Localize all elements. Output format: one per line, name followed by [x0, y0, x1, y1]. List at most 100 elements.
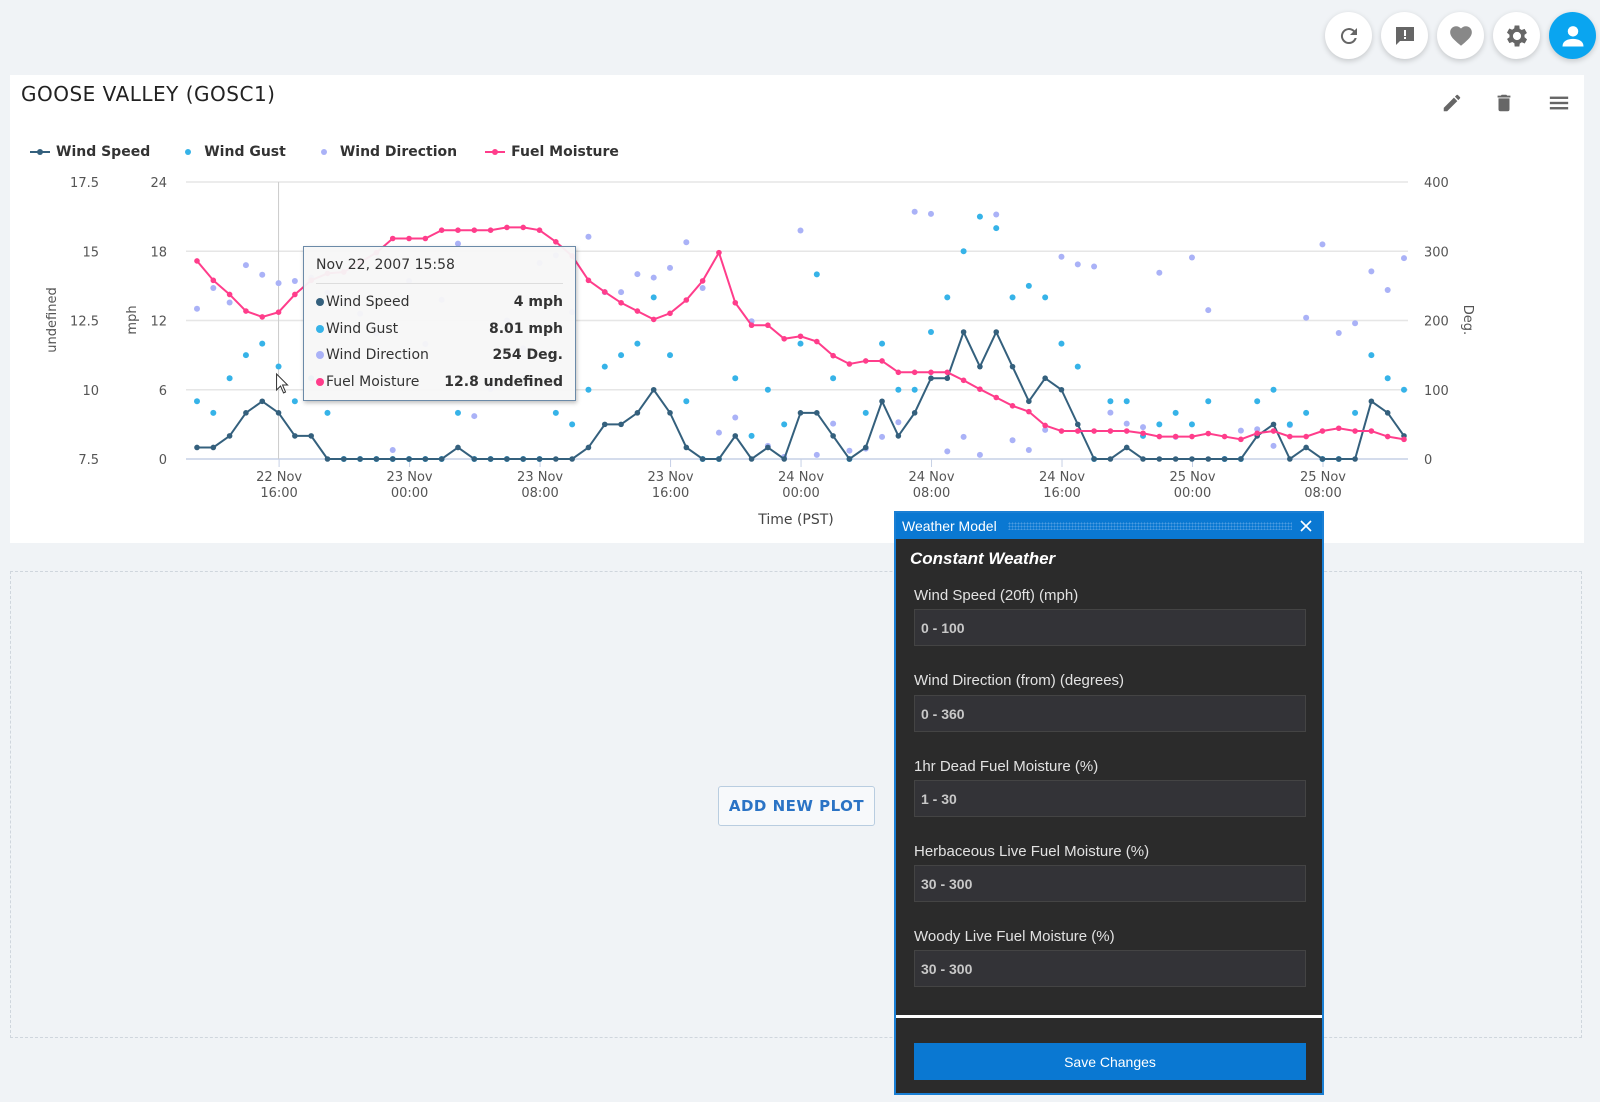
fuel-moisture-point: [634, 308, 641, 314]
field-label: Woody Live Fuel Moisture (%): [914, 928, 1115, 945]
wind-direction-point: [797, 227, 804, 234]
wind-direction-point: [1401, 255, 1407, 262]
save-changes-button[interactable]: Save Changes: [914, 1043, 1306, 1080]
user-button[interactable]: [1549, 12, 1596, 59]
line-marker-icon: [485, 149, 506, 155]
wind-gust-point: [324, 409, 331, 416]
wind-gust-point: [748, 432, 755, 439]
x-tick-date: 25 Nov: [1300, 470, 1346, 485]
undefined-tick-label: 15: [82, 245, 99, 260]
drag-grip[interactable]: [1008, 522, 1292, 530]
field-label: Herbaceous Live Fuel Moisture (%): [914, 843, 1150, 860]
wind-gust-point: [667, 352, 674, 359]
wind-speed-point: [765, 444, 771, 451]
feedback-button[interactable]: [1381, 12, 1428, 59]
settings-button[interactable]: [1493, 12, 1540, 59]
deg-axis-title: Deg.: [1460, 305, 1475, 335]
wind-gust-point: [1368, 352, 1375, 359]
x-tick-date: 24 Nov: [1039, 470, 1085, 485]
fuel-moisture-point: [601, 289, 608, 295]
wind-speed-point: [667, 410, 673, 416]
fuel-moisture-point: [716, 249, 722, 256]
wind-direction-point: [471, 413, 478, 420]
wind-direction-point: [960, 433, 967, 440]
weather-chart[interactable]: 24 17.5 400 18 15 300 12 12.5 200 6 10 100 0 7.5 0 unde…: [0, 0, 1600, 560]
delete-button[interactable]: [1491, 90, 1517, 116]
wind-speed-point: [585, 444, 592, 451]
wind-gust-point: [618, 352, 625, 359]
dot-marker-icon: [320, 149, 327, 155]
undefined-tick-label: 10: [82, 384, 99, 399]
refresh-button[interactable]: [1325, 12, 1372, 59]
feedback-icon: [1395, 26, 1414, 45]
tooltip-row: Wind Speed 4 mph: [316, 289, 563, 316]
x-axis-title: Time (PST): [757, 512, 834, 528]
wind-gust-point: [1172, 409, 1179, 416]
close-button[interactable]: [1296, 513, 1316, 539]
fuel-moisture-point: [862, 358, 869, 364]
wind-gust-point: [683, 398, 690, 405]
x-tick-date: 23 Nov: [387, 470, 433, 485]
wind-gust-point: [911, 386, 918, 393]
wind-speed-point: [438, 456, 445, 462]
wind-gust-point: [1352, 409, 1359, 416]
fuel-moisture-point: [1172, 433, 1179, 440]
gear-icon: [1506, 25, 1527, 46]
wind-direction-point: [732, 414, 739, 421]
fuel-moisture-point: [1221, 433, 1228, 440]
chart-tooltip: Nov 22, 2007 15:58 Wind Speed 4 mph Wind …: [303, 246, 576, 401]
wind-speed-point: [732, 433, 739, 439]
wind-gust-point: [895, 386, 902, 393]
legend-wind-direction[interactable]: Wind Direction: [314, 144, 457, 160]
menu-button[interactable]: [1546, 90, 1572, 116]
legend-fuel-moisture[interactable]: Fuel Moisture: [485, 144, 619, 160]
herbaceous-moisture-input[interactable]: [914, 865, 1306, 902]
fuel-moisture-point: [765, 322, 771, 329]
wind-direction-point: [927, 210, 934, 217]
dead-fuel-moisture-input[interactable]: [914, 780, 1306, 817]
legend-wind-gust[interactable]: Wind Gust: [178, 144, 286, 160]
edit-icon: [1443, 94, 1461, 112]
fuel-moisture-point: [1352, 428, 1358, 434]
wind-gust-point: [764, 386, 771, 393]
x-tick-time: 16:00: [260, 486, 297, 501]
fuel-moisture-point: [1335, 425, 1342, 432]
wind-direction-point: [667, 264, 674, 271]
wind-direction-point: [389, 446, 396, 453]
wind-speed-point: [1156, 456, 1163, 462]
legend-wind-speed[interactable]: Wind Speed: [30, 144, 150, 160]
wind-direction-input[interactable]: [914, 695, 1306, 732]
wind-speed-point: [1319, 456, 1326, 462]
wind-direction-point: [1254, 426, 1261, 433]
add-new-plot-button[interactable]: ADD NEW PLOT: [718, 786, 875, 826]
undefined-tick-label: 7.5: [78, 453, 99, 468]
fuel-moisture-point: [683, 297, 690, 303]
tooltip-row: Fuel Moisture 12.8 undefined: [316, 369, 563, 396]
wind-direction-point: [1335, 329, 1342, 336]
wind-gust-point: [275, 363, 282, 370]
series-dot-icon: [316, 351, 324, 359]
wind-speed-point: [1352, 456, 1358, 462]
edit-button[interactable]: [1439, 90, 1465, 116]
wind-gust-point: [944, 294, 951, 301]
woody-moisture-input[interactable]: [914, 950, 1306, 987]
tooltip-value: 4 mph: [513, 294, 563, 310]
tooltip-label: Wind Direction: [326, 347, 429, 363]
fuel-moisture-point: [1074, 428, 1081, 434]
fuel-moisture-point: [438, 227, 445, 233]
fuel-moisture-point: [781, 335, 787, 342]
wind-speed-point: [634, 410, 641, 416]
dialog-subtitle: Constant Weather: [910, 549, 1056, 568]
wind-direction-point: [715, 429, 722, 436]
wind-speed-point: [1368, 398, 1375, 405]
wind-speed-point: [520, 456, 527, 462]
fuel-moisture-point: [1091, 428, 1097, 434]
dialog-titlebar[interactable]: Weather Model: [896, 513, 1322, 539]
favorite-button[interactable]: [1437, 12, 1484, 59]
tooltip-row: Wind Direction 254 Deg.: [316, 342, 563, 369]
wind-speed-input[interactable]: [914, 609, 1306, 646]
wind-speed-point: [699, 456, 706, 462]
undefined-axis-title: undefined: [45, 287, 60, 352]
wind-gust-point: [601, 363, 608, 370]
fuel-moisture-point: [210, 277, 217, 284]
